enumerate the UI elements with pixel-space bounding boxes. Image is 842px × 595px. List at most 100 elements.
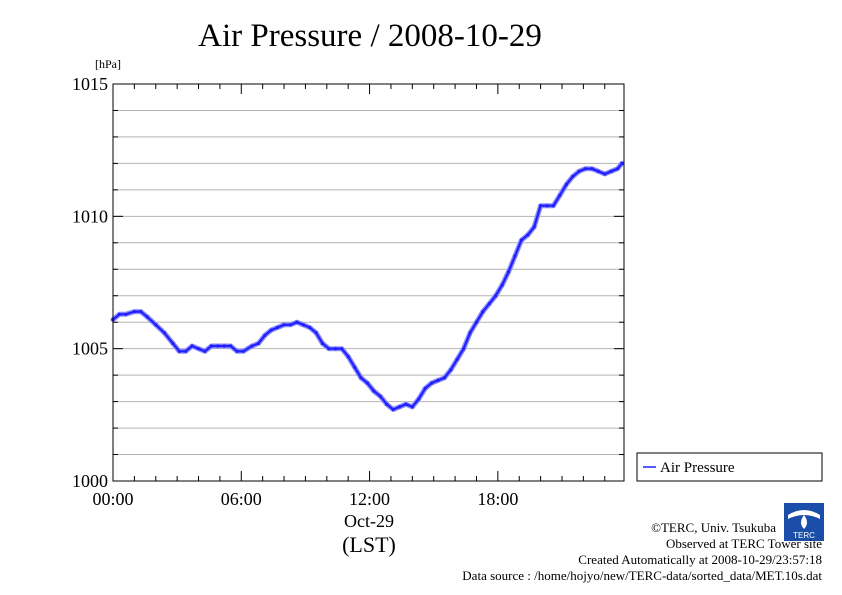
y-tick-label: 1010	[72, 206, 108, 226]
data-point	[314, 331, 318, 335]
data-point	[455, 357, 459, 361]
data-point	[603, 172, 607, 176]
data-point	[417, 397, 421, 401]
data-point	[506, 270, 511, 274]
x-axis-date-label: Oct-29	[344, 511, 394, 531]
data-point	[235, 349, 239, 353]
series-halo	[110, 160, 625, 412]
data-point	[203, 349, 207, 353]
data-point	[571, 175, 575, 179]
data-point	[282, 323, 286, 327]
x-axis-ticks: 00:00 06:00 12:00 18:00	[92, 84, 606, 509]
data-point	[468, 331, 472, 335]
footer-copyright: ©TERC, Univ. Tsukuba	[651, 520, 776, 535]
terc-logo: TERC	[784, 503, 824, 541]
data-point	[288, 323, 293, 327]
data-point	[590, 167, 594, 171]
data-point	[494, 294, 498, 298]
data-point	[320, 341, 325, 345]
x-tick-label: 06:00	[221, 489, 262, 509]
data-point	[385, 402, 389, 406]
data-point	[391, 407, 395, 412]
data-point	[583, 167, 588, 171]
data-point	[462, 347, 466, 351]
data-point	[500, 283, 504, 287]
data-point	[171, 341, 175, 345]
data-point	[442, 376, 446, 380]
legend: Air Pressure	[636, 452, 823, 482]
footer-created: Created Automatically at 2008-10-29/23:5…	[578, 552, 822, 567]
data-point	[177, 349, 181, 353]
data-point	[340, 347, 344, 351]
data-point	[620, 161, 624, 165]
data-point	[609, 169, 613, 173]
data-point	[410, 405, 414, 409]
y-tick-label: 1005	[72, 339, 108, 359]
data-point	[209, 344, 213, 348]
data-point	[250, 344, 254, 348]
plot-frame	[112, 83, 625, 482]
data-point	[353, 365, 357, 369]
data-point	[241, 349, 245, 353]
data-point	[263, 333, 267, 337]
data-point	[519, 238, 524, 242]
legend-label: Air Pressure	[660, 460, 735, 476]
data-point	[372, 389, 376, 393]
data-point	[327, 347, 331, 351]
data-point	[256, 341, 260, 345]
y-axis-label: [hPa]	[95, 57, 121, 71]
data-point	[436, 378, 440, 382]
data-point	[558, 193, 562, 197]
x-tick-label: 12:00	[349, 489, 390, 509]
data-point	[269, 328, 273, 332]
data-point	[487, 302, 491, 306]
data-point	[449, 368, 453, 372]
chart-title: Air Pressure / 2008-10-29	[198, 18, 542, 54]
series-group	[110, 160, 625, 412]
legend-box	[636, 452, 823, 482]
data-point	[222, 344, 226, 348]
data-point	[333, 347, 337, 351]
data-point	[124, 312, 128, 316]
data-point	[229, 344, 233, 348]
data-point	[474, 320, 479, 324]
data-point	[616, 167, 620, 171]
data-point	[404, 402, 408, 406]
data-point	[139, 310, 143, 314]
data-point	[346, 355, 350, 359]
data-point	[117, 312, 121, 316]
y-tick-label: 1000	[72, 471, 108, 491]
data-point	[196, 347, 201, 351]
x-axis-tz-label: (LST)	[342, 532, 396, 557]
data-point	[423, 386, 427, 390]
svg-text:TERC: TERC	[793, 531, 815, 540]
x-tick-label: 18:00	[477, 489, 518, 509]
x-tick-label: 00:00	[92, 489, 133, 509]
data-point	[308, 325, 312, 330]
data-point	[397, 405, 402, 409]
data-point	[564, 183, 568, 187]
data-point	[154, 323, 158, 327]
grid	[113, 109, 624, 456]
footer-observed: Observed at TERC Tower site	[665, 536, 822, 551]
data-point	[513, 254, 517, 258]
data-point	[359, 376, 363, 380]
data-point	[545, 204, 549, 208]
data-point	[132, 310, 136, 314]
data-point	[430, 381, 434, 385]
series-line	[111, 162, 624, 411]
data-point	[577, 169, 581, 173]
data-point	[276, 325, 280, 330]
footer-source: Data source : /home/hojyo/new/TERC-data/…	[462, 568, 822, 583]
data-point	[184, 349, 188, 353]
data-point	[539, 204, 543, 208]
y-axis-ticks: 1000 1005 1010 1015	[72, 74, 624, 491]
y-tick-label: 1015	[72, 74, 108, 94]
footer: ©TERC, Univ. Tsukuba Observed at TERC To…	[462, 520, 822, 584]
data-point	[162, 331, 166, 335]
data-point	[378, 394, 382, 398]
data-point	[365, 381, 369, 385]
data-point	[145, 315, 149, 319]
data-point	[532, 225, 536, 229]
